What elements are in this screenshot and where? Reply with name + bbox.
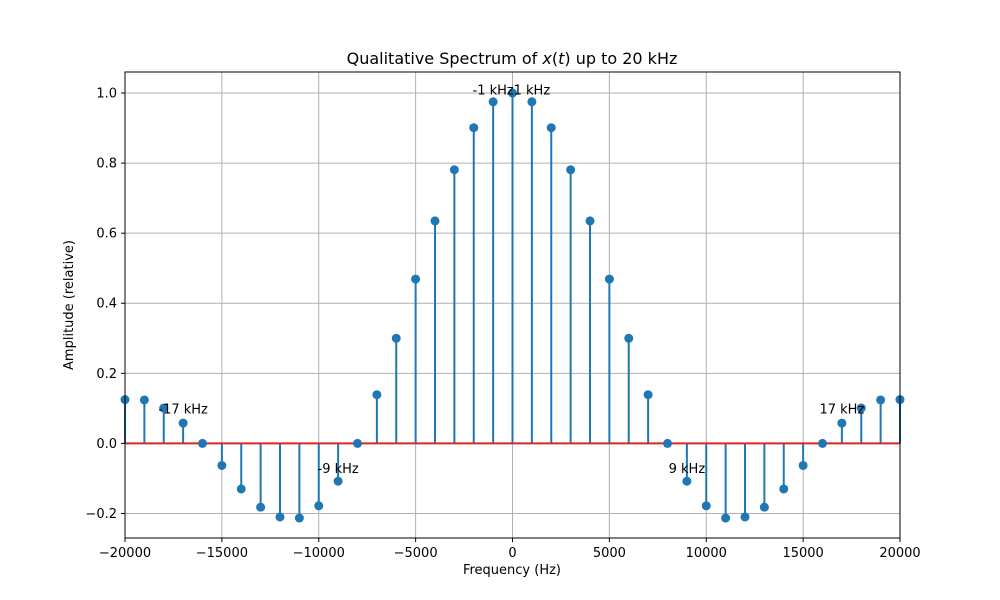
stem-marker	[236, 484, 246, 494]
x-tick-label: −15000	[196, 546, 248, 561]
stem-marker	[449, 165, 459, 175]
stem-marker	[721, 513, 731, 523]
x-tick-label: 0	[508, 546, 516, 561]
x-tick-label: −20000	[99, 546, 151, 561]
x-tick-label: −5000	[394, 546, 438, 561]
stem-marker	[682, 476, 692, 486]
stem-marker	[159, 403, 169, 413]
annotations: -17 kHz -9 kHz -1 kHz 1 kHz 9 kHz 17 kHz	[158, 84, 864, 477]
x-tick-label: −10000	[293, 546, 345, 561]
stem-marker	[566, 165, 576, 175]
stem-marker	[546, 123, 556, 133]
stem-marker	[779, 484, 789, 494]
stem-marker	[604, 274, 614, 284]
x-tick-label: 5000	[593, 546, 626, 561]
y-tick-label: 0.2	[96, 367, 117, 382]
stem-marker	[217, 460, 227, 470]
stem-marker	[430, 216, 440, 226]
y-tick-label: −0.2	[85, 507, 117, 522]
stem-marker	[643, 390, 653, 400]
stem-marker	[663, 438, 672, 448]
x-axis-label: Frequency (Hz)	[463, 563, 561, 578]
y-tick-label: 0.8	[96, 157, 117, 172]
y-tick-label: 0.4	[96, 297, 117, 312]
stem-marker	[798, 460, 808, 470]
stem-marker	[256, 502, 266, 512]
annotation-label: -17 kHz	[158, 402, 208, 417]
stem-marker	[178, 418, 188, 428]
y-axis-label: Amplitude (relative)	[62, 240, 77, 370]
stem-marker	[837, 418, 847, 428]
stem-marker	[353, 438, 362, 448]
stem-marker	[198, 438, 207, 448]
stem-marker	[740, 512, 750, 522]
x-tick-label: 15000	[782, 546, 823, 561]
stem-marker	[701, 501, 711, 511]
annotation-label: 9 kHz	[669, 462, 706, 477]
x-tick-label: 20000	[879, 546, 920, 561]
stem-marker	[372, 390, 382, 400]
y-tick-label: 1.0	[96, 87, 117, 102]
x-ticks: −20000 −15000 −10000 −5000 0 5000 10000 15000 20…	[99, 538, 921, 561]
stem-marker	[391, 333, 401, 343]
chart-title: Qualitative Spectrum of x(t) up to 20 kH…	[347, 49, 678, 68]
stem-series	[120, 88, 905, 523]
stem-marker	[488, 97, 498, 107]
stem-marker	[508, 88, 517, 98]
x-tick-label: 10000	[686, 546, 727, 561]
stem-marker	[139, 395, 149, 405]
stem-marker	[527, 97, 537, 107]
annotation-label: 17 kHz	[819, 402, 864, 417]
stem-marker	[876, 395, 886, 405]
stem-marker	[314, 501, 324, 511]
stem-marker	[856, 403, 866, 413]
stem-marker	[333, 476, 343, 486]
y-ticks: −0.2 0.0 0.2 0.4 0.6 0.8 1.0	[85, 87, 125, 522]
stem-marker	[759, 502, 769, 512]
annotation-label: 1 kHz	[514, 84, 551, 99]
stem-marker	[469, 123, 479, 133]
stem-marker	[294, 513, 304, 523]
stem-marker	[818, 438, 827, 448]
stem-marker	[275, 512, 285, 522]
y-tick-label: 0.6	[96, 227, 117, 242]
annotation-label: -9 kHz	[318, 462, 359, 477]
stem-marker	[624, 333, 634, 343]
stem-marker	[585, 216, 595, 226]
annotation-label: -1 kHz	[473, 84, 514, 99]
y-tick-label: 0.0	[96, 437, 117, 452]
stem-marker	[411, 274, 421, 284]
